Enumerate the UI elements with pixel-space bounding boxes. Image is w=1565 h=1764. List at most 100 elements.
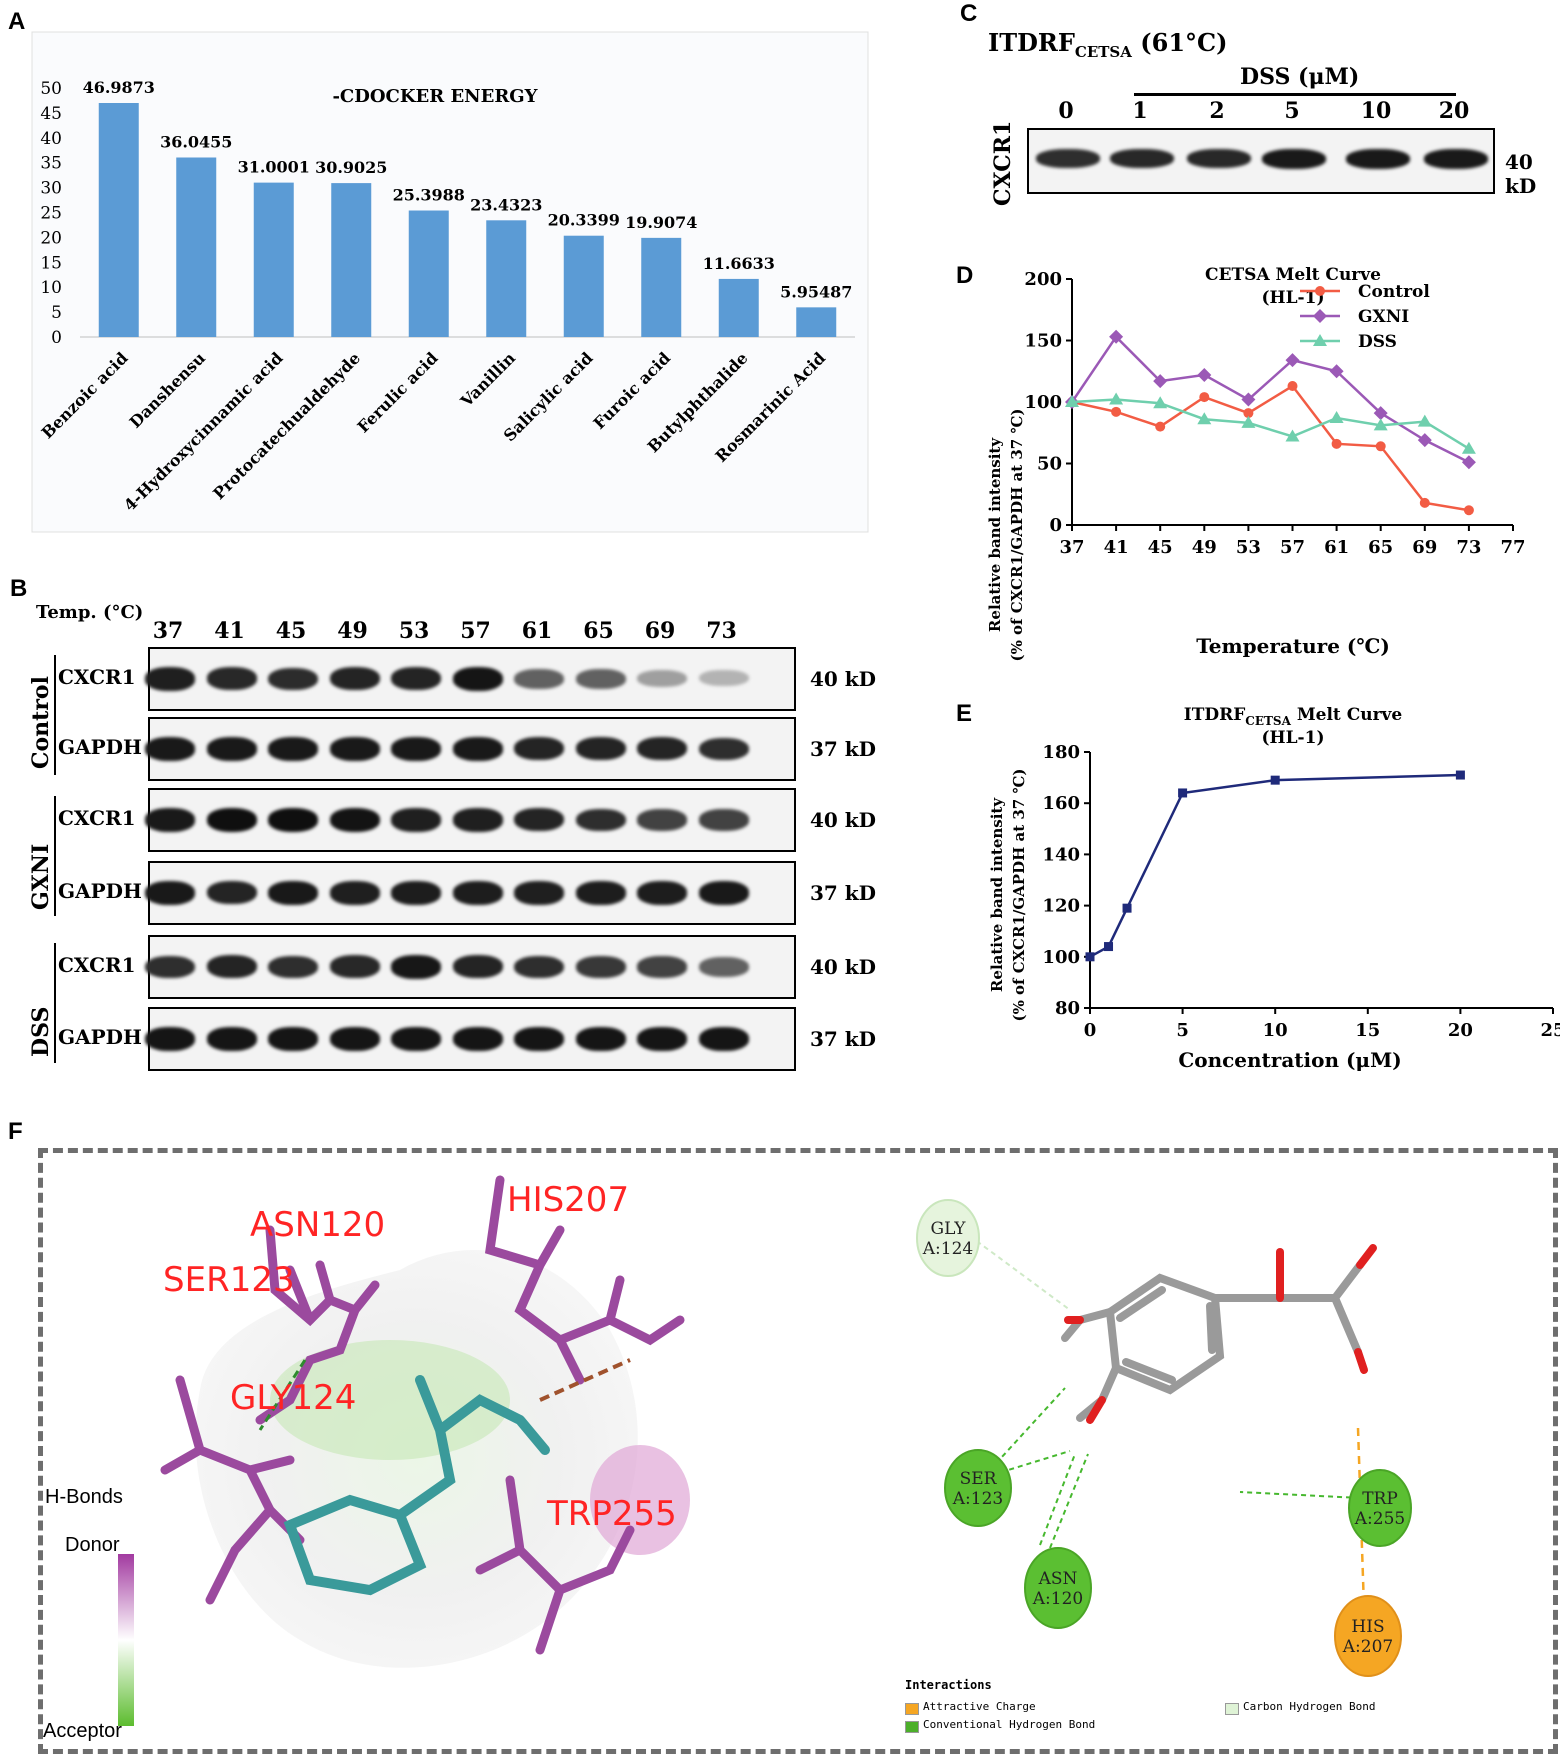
blot-mw-label: 37 kD [810,881,876,905]
bar-value-label: 11.6633 [703,254,775,273]
x-tick-label: 37 [1059,537,1084,558]
blot-band [514,881,564,905]
chart-d-ylabel: Relative band intensity [986,437,1004,632]
series-point-0 [1199,392,1210,403]
bar-value-label: 36.0455 [160,132,232,151]
x-tick-label: 73 [1456,537,1481,558]
x-tick-label: 57 [1280,537,1305,558]
blot-band [637,881,687,905]
y-tick-label: 80 [1055,998,1080,1019]
blot-band [329,881,380,905]
blot-band [268,955,318,979]
blot-row-label: CXCR1 [58,953,136,977]
chart-e-ylabel-2: (% of CXCR1/GAPDH at 37 ℃) [1010,768,1028,1021]
bar-8 [718,278,759,337]
panel-label-c: C [960,0,978,27]
blot-group-label: DSS [28,1006,54,1057]
interaction-node-2 [1024,1547,1092,1629]
blot-strip [145,1007,796,1071]
bar-value-label: 31.0001 [238,158,310,177]
blot-band [206,808,257,832]
blot-band [514,808,564,832]
y-tick-label: 200 [1024,269,1062,290]
blot-band [1187,149,1251,169]
blot-mw-label: 40 kD [810,955,876,979]
itdrf-title-rest: (61°C) [1131,28,1228,57]
blot-band [698,881,749,905]
panel-f-frame [38,1148,1558,1754]
concentration-label: 2 [1209,98,1225,124]
interaction-node-label: HIS A:207 [1342,1617,1393,1657]
blot-band [1036,149,1100,169]
chart-a-ytick: 40 [40,129,62,149]
charge-dash-1 [539,1358,631,1402]
chart-a-ytick: 35 [40,154,62,174]
blot-band [452,1027,503,1051]
interaction-legend-label: Carbon Hydrogen Bond [1243,1700,1376,1713]
blot-band [268,1027,318,1051]
blot-band [637,1027,687,1051]
series-point-0 [1270,775,1280,785]
bar-value-label: 23.4323 [470,195,542,214]
blot-band [1346,149,1410,169]
blot-band [637,669,687,687]
blot-band [391,1027,441,1051]
series-line-2 [1071,398,1470,450]
chart-e-title-main: ITDRF [1184,705,1246,725]
series-point-1 [1285,353,1300,368]
blot-band [698,956,749,977]
y-tick-label: 0 [1049,515,1062,536]
blot-band [391,955,441,979]
series-point-0 [1287,381,1298,392]
blot-mw-label: 40 kD [810,667,876,691]
bar-6 [563,235,604,337]
blot-band [391,667,441,691]
residue-label-trp255: TRP255 [547,1494,677,1534]
blot-band [329,667,380,691]
interaction-legend-swatch [905,1703,919,1715]
concentration-label: 20 [1438,98,1470,124]
chart-e-title: ITDRFCETSA Melt Curve [1184,705,1403,728]
hbonds-legend-title: H-Bonds [45,1486,123,1508]
blot-mw-label: 37 kD [810,737,876,761]
bar-value-label: 19.9074 [625,213,697,232]
itdrf-melt-curve-chart: ITDRFCETSA Melt Curve (HL-1) 0 5 10 15 20 25 8… [988,705,1560,1072]
blot-band [391,737,441,761]
binding-pocket-surface [195,1250,638,1668]
series-point-2 [1285,429,1300,442]
blot-band [329,808,380,832]
bar-value-label: 46.9873 [83,78,155,97]
x-tick-label: 0 [1084,1020,1097,1041]
concentration-label: 10 [1360,98,1392,124]
series-point-2 [1153,396,1168,409]
hbonds-legend-gradient [118,1554,134,1726]
x-tick-label: 61 [1324,537,1349,558]
chart-e-subtitle: (HL-1) [1262,728,1325,748]
blot-band [575,808,626,832]
blot-group-bracket [54,655,56,775]
residue-label-gly124: GLY124 [230,1378,357,1418]
interaction-node-3 [1348,1469,1412,1547]
chart-d-xlabel: Temperature (℃) [1196,634,1390,658]
temperature-label: 45 [275,618,307,644]
chart-a-ytick: 10 [40,278,62,298]
series-point-2 [1241,415,1256,428]
blot-band [514,1027,564,1051]
line-asn120-b [1049,1453,1089,1549]
blot-band [1262,149,1326,169]
y-tick-label: 150 [1024,331,1062,352]
series-point-0 [1122,903,1132,913]
docking-energy-bar-chart: -CDOCKER ENERGY 0 5 10 15 20 25 30 35 40 45 50 46.… [31,31,869,533]
blot-band [698,809,749,831]
panel-c-itdrf-blot: ITDRFCETSA (61°C) DSS (μM) 0 1 2 5 10 20 CXCR… [0,0,1565,220]
interaction-node-label: TRP A:255 [1354,1489,1405,1529]
blot-band [698,1027,749,1051]
series-point-1 [1461,455,1476,470]
blot-band [575,1027,626,1051]
temperature-label: 61 [521,618,553,644]
bar-2 [253,182,294,337]
blot-band [329,737,380,761]
blot-band [268,667,318,691]
temperature-header: Temp. (°C) [36,602,144,623]
blot-group-bracket [54,796,56,916]
